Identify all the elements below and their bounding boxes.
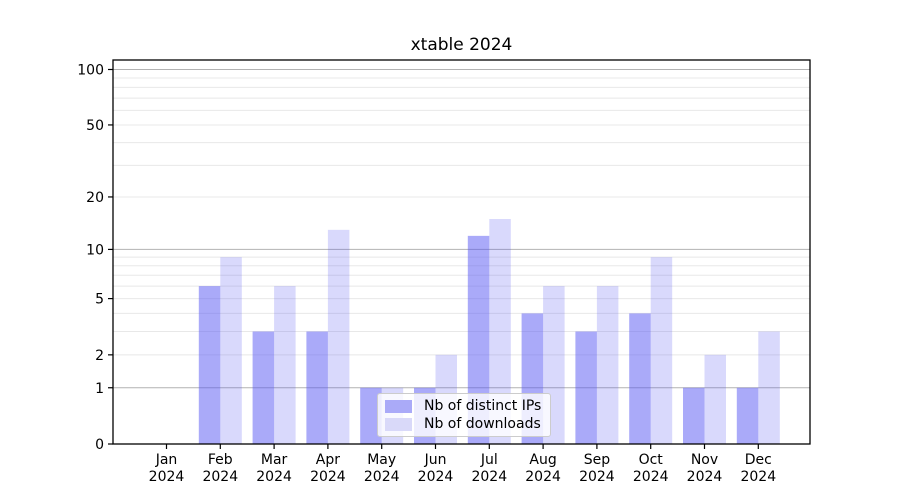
x-tick-month-label: Dec [745,452,772,468]
bar-nb-of-distinct-ips-oct [629,313,651,444]
bar-nb-of-downloads-apr [327,229,350,444]
x-tick-month-label: Feb [208,452,233,468]
bar-nb-of-downloads-mar [274,286,296,444]
x-tick-year-label: 2024 [256,469,292,485]
x-tick-year-label: 2024 [364,469,400,485]
bar-nb-of-distinct-ips-jul [467,235,490,444]
bar-nb-of-downloads-jul [489,219,511,444]
x-tick-month-label: Apr [316,452,340,468]
bar-nb-of-downloads-oct [650,257,673,444]
y-tick-label: 50 [86,118,104,134]
chart-title: xtable 2024 [410,35,513,55]
x-tick-month-label: May [367,452,396,468]
x-tick-month-label: Aug [529,452,556,468]
x-tick-year-label: 2024 [633,469,669,485]
y-tick-label: 5 [95,292,104,308]
x-tick-month-label: Jan [155,452,178,468]
bar-nb-of-distinct-ips-dec [736,387,759,444]
axes-frame [112,59,811,445]
legend-swatch-distinct-ips [385,399,412,413]
bar-nb-of-downloads-dec [758,331,780,444]
x-tick-month-label: Jun [424,452,447,468]
bar-nb-of-distinct-ips-mar [252,331,275,444]
y-tick-label: 100 [77,62,104,78]
y-tick-label: 0 [95,437,104,453]
x-tick-year-label: 2024 [525,469,561,485]
x-tick-month-label: Mar [261,452,288,468]
legend-label-distinct-ips: Nb of distinct IPs [424,398,542,414]
x-tick-year-label: 2024 [202,469,238,485]
bar-nb-of-distinct-ips-sep [575,331,597,444]
y-tick-label: 10 [86,242,104,258]
y-tick-label: 20 [86,190,104,206]
x-tick-year-label: 2024 [471,469,507,485]
x-tick-year-label: 2024 [149,469,185,485]
bar-nb-of-downloads-feb [220,257,242,444]
bar-nb-of-downloads-sep [596,286,619,444]
legend-label-downloads: Nb of downloads [424,416,541,432]
x-tick-year-label: 2024 [579,469,615,485]
legend-swatch-downloads [385,417,412,431]
bar-nb-of-distinct-ips-may [360,387,382,444]
y-tick-label: 1 [95,381,104,397]
legend-item-distinct-ips: Nb of distinct IPs [385,398,541,414]
legend-item-downloads: Nb of downloads [385,416,541,432]
legend: Nb of distinct IPs Nb of downloads [377,393,552,437]
bar-nb-of-distinct-ips-nov [683,387,705,444]
x-tick-year-label: 2024 [418,469,454,485]
bar-nb-of-distinct-ips-apr [306,331,328,444]
x-tick-year-label: 2024 [740,469,776,485]
bar-nb-of-distinct-ips-feb [198,286,221,444]
bar-nb-of-downloads-nov [704,354,726,444]
x-tick-year-label: 2024 [310,469,346,485]
x-tick-month-label: Jul [480,452,498,468]
x-tick-month-label: Nov [691,452,718,468]
y-tick-label: 2 [95,348,104,364]
x-tick-year-label: 2024 [687,469,723,485]
x-tick-month-label: Oct [639,452,664,468]
x-tick-month-label: Sep [584,452,611,468]
